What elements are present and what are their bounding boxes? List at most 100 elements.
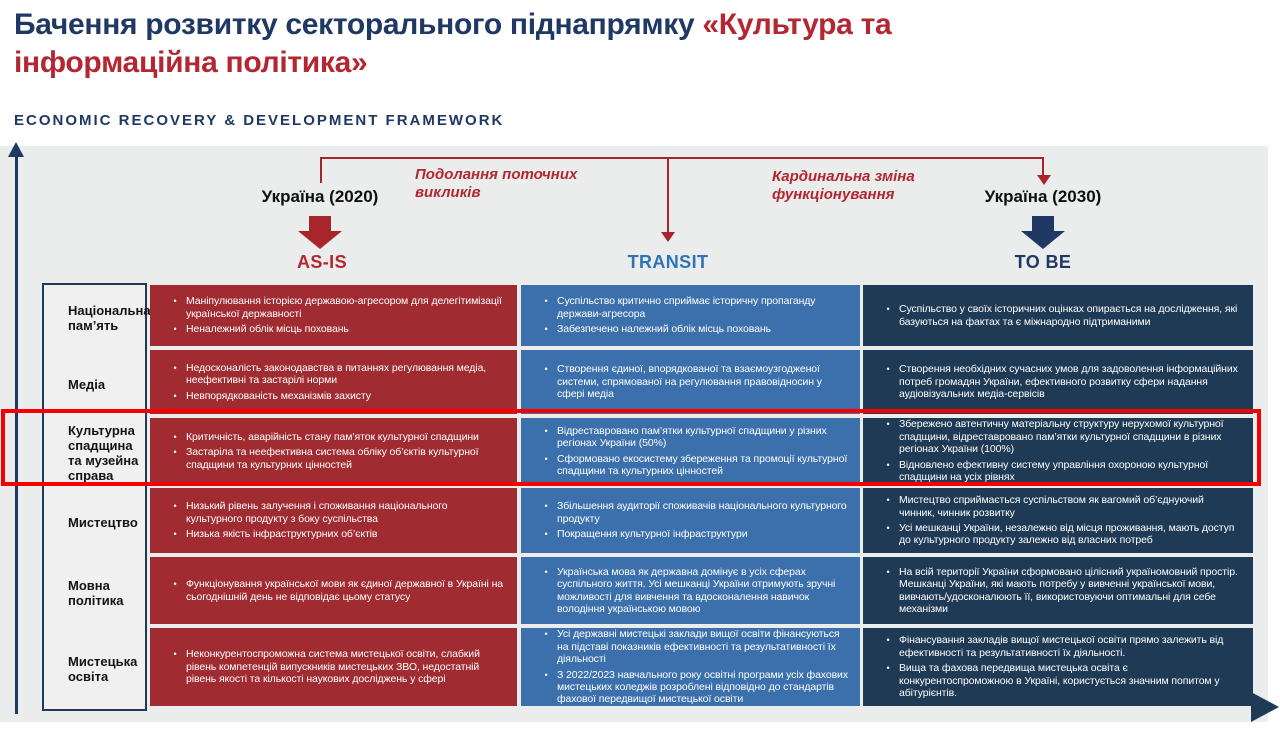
bullet-icon: • — [544, 566, 548, 577]
bullet-icon: • — [886, 566, 890, 577]
bullet-text: Відреставровано пам’ятки культурної спад… — [557, 424, 827, 450]
bullet-icon: • — [544, 529, 548, 540]
bullet-item: • Функціонування української мови як єдин… — [164, 578, 505, 603]
framework-subtitle: ECONOMIC RECOVERY & DEVELOPMENT FRAMEWOR… — [14, 112, 505, 129]
right-arrow-navy-icon — [1251, 692, 1279, 722]
bracket-right-note: Кардинальна зміна функціонування — [772, 168, 915, 203]
bullet-item: • Неконкурентоспроможна система мистецько… — [164, 648, 505, 685]
row-label: Національна пам’ять — [44, 287, 151, 348]
bullet-item: • Низька якість інфраструктурних об’єктів — [164, 528, 505, 540]
year-label-2030: Україна (2030) — [984, 187, 1102, 206]
bracket-left-note: Подолання поточних викликів — [415, 166, 578, 201]
bullet-item: • Покращення культурної інфраструктури — [535, 528, 848, 540]
bullet-item: • Низький рівень залучення і споживання н… — [164, 500, 505, 525]
matrix-cell-as-is: • Критичність, аварійність стану пам’яток… — [150, 418, 517, 484]
row-label-text: Національна пам’ять — [68, 302, 151, 333]
bullet-text: Суспільство критично сприймає історичну … — [557, 295, 816, 320]
vertical-axis-line — [15, 156, 18, 714]
bracket-right-arrow-icon — [1037, 175, 1051, 185]
matrix-cell-transit: • Збільшення аудиторії споживачів націона… — [521, 488, 860, 553]
bullet-icon: • — [886, 364, 890, 375]
bullet-icon: • — [544, 324, 548, 335]
matrix-cell-transit: • Усі державні мистецькі заклади вищої ос… — [521, 628, 860, 706]
bullet-text: Забезпечено належний облік місць похован… — [557, 323, 771, 336]
bullet-text: Сформовано екосистему збереження та пром… — [557, 452, 848, 477]
bracket-right-drop — [1042, 157, 1044, 176]
bullet-icon: • — [886, 419, 890, 430]
bullet-item: • Створення необхідних сучасних умов для … — [877, 363, 1241, 400]
bullet-text: З 2022/2023 навчального року освітні про… — [557, 668, 848, 706]
bullet-text: Невпорядкованість механізмів захисту — [186, 389, 371, 402]
bullet-text: Низький рівень залучення і споживання на… — [186, 500, 448, 525]
column-header-transit: TRANSIT — [627, 252, 709, 272]
bullet-item: • Збережено автентичну матеріальну структ… — [877, 418, 1241, 455]
bullet-text: Суспільство у своїх історичних оцінках о… — [899, 303, 1238, 328]
matrix-cell-to-be: • На всій території України сформовано ці… — [863, 557, 1253, 624]
bullet-icon: • — [544, 453, 548, 464]
bullet-text: Усі державні мистецькі заклади вищої осв… — [557, 628, 840, 666]
bullet-item: • Українська мова як державна домінує в у… — [535, 566, 848, 616]
bullet-text: Неконкурентоспроможна система мистецької… — [186, 648, 480, 686]
bullet-item: • З 2022/2023 навчального року освітні пр… — [535, 669, 848, 706]
bullet-text: Функціонування української мови як єдино… — [186, 578, 504, 603]
bullet-item: • Усі державні мистецькі заклади вищої ос… — [535, 628, 848, 665]
bullet-icon: • — [544, 364, 548, 375]
down-arrow-red-icon — [309, 216, 331, 231]
down-arrow-navy-icon — [1021, 231, 1065, 249]
row-label: Мистецтво — [44, 490, 145, 555]
page-title: Бачення розвитку секторального піднапрям… — [14, 6, 1054, 82]
bullet-icon: • — [173, 447, 177, 458]
bullet-icon: • — [173, 649, 177, 660]
matrix-cell-to-be: • Створення необхідних сучасних умов для … — [863, 350, 1253, 414]
row-label-text: Мовна політика — [68, 577, 124, 608]
column-header-as-is: AS-IS — [296, 252, 347, 272]
bullet-text: Покращення культурної інфраструктури — [557, 528, 748, 541]
bullet-item: • Відновлено ефективну систему управління… — [877, 459, 1241, 484]
bullet-text: Застаріла та неефективна система обліку … — [186, 446, 479, 471]
bracket-left-drop — [320, 157, 322, 183]
bracket-middle-drop — [667, 157, 669, 233]
row-label: Культурна спадщина та музейна справа — [44, 420, 145, 486]
bullet-item: • Забезпечено належний облік місць похова… — [535, 323, 848, 335]
bullet-icon: • — [544, 296, 548, 307]
matrix-cell-transit: • Відреставровано пам’ятки культурної спа… — [521, 418, 860, 484]
bullet-text: Мистецтво сприймається суспільством як в… — [899, 494, 1204, 519]
bullet-text: Неналежний облік місць поховань — [186, 323, 349, 336]
bullet-item: • Невпорядкованість механізмів захисту — [164, 390, 505, 402]
bullet-icon: • — [173, 324, 177, 335]
row-label-text: Мистецька освіта — [68, 654, 138, 684]
row-label-column: Національна пам’ять Медіа Культурна спадщи… — [42, 283, 151, 711]
bullet-icon: • — [173, 579, 177, 590]
bracket-middle-arrow-icon — [661, 232, 675, 242]
bracket-line — [320, 157, 1043, 159]
row-label-text: Культурна спадщина та музейна справа — [68, 423, 139, 483]
bullet-item: • Збільшення аудиторії споживачів націона… — [535, 500, 848, 525]
bullet-text: На всій території України сформовано ціл… — [899, 565, 1238, 615]
bullet-item: • Недосконалість законодавства в питаннях… — [164, 362, 505, 387]
bullet-icon: • — [544, 425, 548, 436]
matrix-cell-to-be: • Мистецтво сприймається суспільством як … — [863, 488, 1253, 553]
bullet-item: • Критичність, аварійність стану пам’яток… — [164, 431, 505, 443]
bullet-icon: • — [173, 296, 177, 307]
bullet-item: • Неналежний облік місць поховань — [164, 323, 505, 335]
bullet-text: Критичність, аварійність стану пам’яток … — [186, 430, 479, 443]
bullet-text: Створення необхідних сучасних умов для з… — [899, 363, 1238, 401]
matrix-cell-transit: • Суспільство критично сприймає історичну… — [521, 285, 860, 346]
column-header-to-be: TO BE — [1014, 252, 1072, 272]
bullet-icon: • — [544, 501, 548, 512]
bullet-text: Українська мова як державна домінує в ус… — [557, 565, 836, 615]
matrix-cell-as-is: • Функціонування української мови як єдин… — [150, 557, 517, 624]
title-accent-text: «Культура та інформаційна політика» — [14, 8, 892, 79]
bullet-icon: • — [886, 459, 890, 470]
vertical-axis-arrow-icon — [8, 142, 24, 157]
bullet-item: • Усі мешканці України, незалежно від міс… — [877, 522, 1241, 547]
bullet-icon: • — [173, 362, 177, 373]
bullet-item: • Фінансування закладів вищої мистецької … — [877, 634, 1241, 659]
bullet-icon: • — [173, 390, 177, 401]
bullet-icon: • — [886, 663, 890, 674]
matrix-cell-as-is: • Низький рівень залучення і споживання н… — [150, 488, 517, 553]
bullet-text: Збільшення аудиторії споживачів націонал… — [557, 500, 847, 525]
bullet-text: Маніпулювання історією державою-агресоро… — [186, 295, 502, 320]
bullet-text: Створення єдиної, впорядкованої та взаєм… — [557, 363, 822, 401]
down-arrow-navy-icon — [1032, 216, 1054, 231]
